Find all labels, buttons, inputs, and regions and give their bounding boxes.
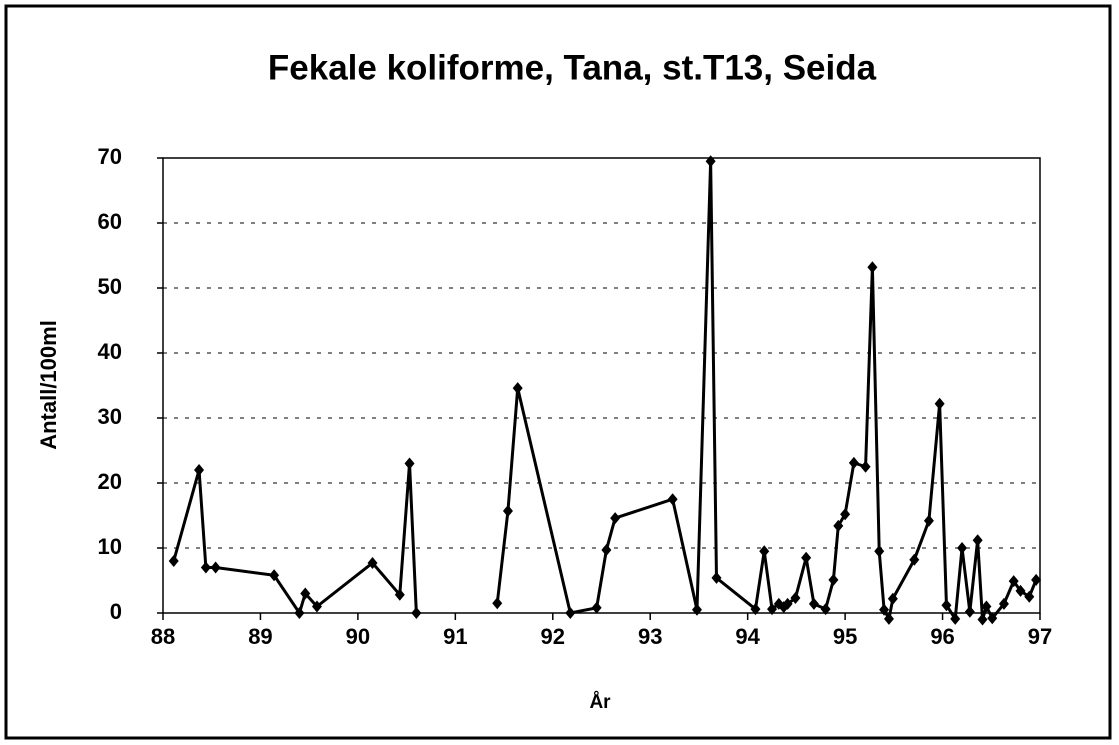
x-axis-label: År: [589, 692, 611, 713]
x-tick-label: 97: [1028, 624, 1052, 649]
x-tick-label: 92: [541, 624, 565, 649]
marker: [874, 545, 885, 558]
y-tick-label: 40: [98, 339, 122, 364]
marker: [883, 612, 894, 625]
marker: [311, 600, 322, 613]
marker: [565, 607, 576, 619]
frame: [4, 4, 1112, 740]
marker: [981, 600, 992, 613]
marker: [1015, 584, 1026, 597]
y-tick-label: 30: [98, 404, 122, 429]
marker: [848, 456, 859, 469]
marker: [210, 561, 221, 574]
marker: [512, 382, 523, 395]
marker: [411, 607, 422, 619]
marker: [790, 592, 801, 605]
y-axis-label: Antall/100ml: [36, 320, 61, 450]
marker: [394, 588, 405, 601]
marker: [691, 603, 702, 616]
marker: [828, 573, 839, 586]
marker: [879, 603, 890, 616]
marker: [909, 553, 920, 566]
marker: [705, 155, 716, 168]
marker: [711, 571, 722, 584]
marker: [404, 457, 415, 470]
x-tick-label: 93: [638, 624, 662, 649]
marker: [887, 592, 898, 605]
y-tick-label: 60: [98, 209, 122, 234]
marker: [801, 551, 812, 564]
marker: [667, 493, 678, 506]
marker: [610, 512, 621, 525]
marker: [1024, 590, 1035, 603]
marker: [168, 555, 179, 567]
y-tick-label: 20: [98, 469, 122, 494]
line: [172, 463, 418, 617]
marker: [601, 543, 612, 556]
marker: [833, 519, 844, 532]
marker: [1031, 573, 1042, 586]
plot-area: [162, 157, 1041, 614]
marker: [269, 569, 280, 582]
x-tick-label: 94: [735, 624, 760, 649]
marker: [923, 514, 934, 527]
x-tick-label: 88: [151, 624, 175, 649]
marker: [941, 599, 952, 612]
y-tick-label: 50: [98, 274, 122, 299]
marker: [591, 601, 602, 614]
x-tick-label: 90: [346, 624, 370, 649]
marker: [200, 561, 211, 574]
y-tick-label: 0: [110, 599, 122, 624]
marker: [950, 612, 961, 625]
marker: [294, 607, 305, 619]
y-tick-label: 70: [98, 144, 122, 169]
x-tick-label: 95: [833, 624, 857, 649]
marker: [300, 587, 311, 600]
marker: [767, 603, 778, 616]
marker: [1008, 575, 1019, 588]
x-tick-label: 89: [248, 624, 272, 649]
x-tick-label: 96: [930, 624, 954, 649]
marker: [964, 605, 975, 618]
marker: [492, 597, 503, 610]
marker: [808, 597, 819, 610]
x-tick-label: 91: [443, 624, 467, 649]
chart-title: Fekale koliforme, Tana, st.T13, Seida: [268, 48, 877, 87]
marker: [367, 556, 378, 569]
marker: [750, 603, 761, 616]
marker: [987, 612, 998, 625]
marker: [972, 534, 983, 547]
marker: [194, 464, 205, 476]
marker: [860, 460, 871, 473]
marker: [957, 542, 968, 554]
marker: [820, 603, 831, 616]
marker: [867, 261, 878, 274]
marker: [840, 508, 851, 521]
marker: [782, 597, 793, 610]
marker: [934, 397, 945, 410]
marker: [998, 597, 1009, 610]
marker: [977, 613, 988, 626]
marker: [759, 545, 770, 558]
marker: [502, 504, 513, 517]
y-tick-label: 10: [98, 534, 122, 559]
